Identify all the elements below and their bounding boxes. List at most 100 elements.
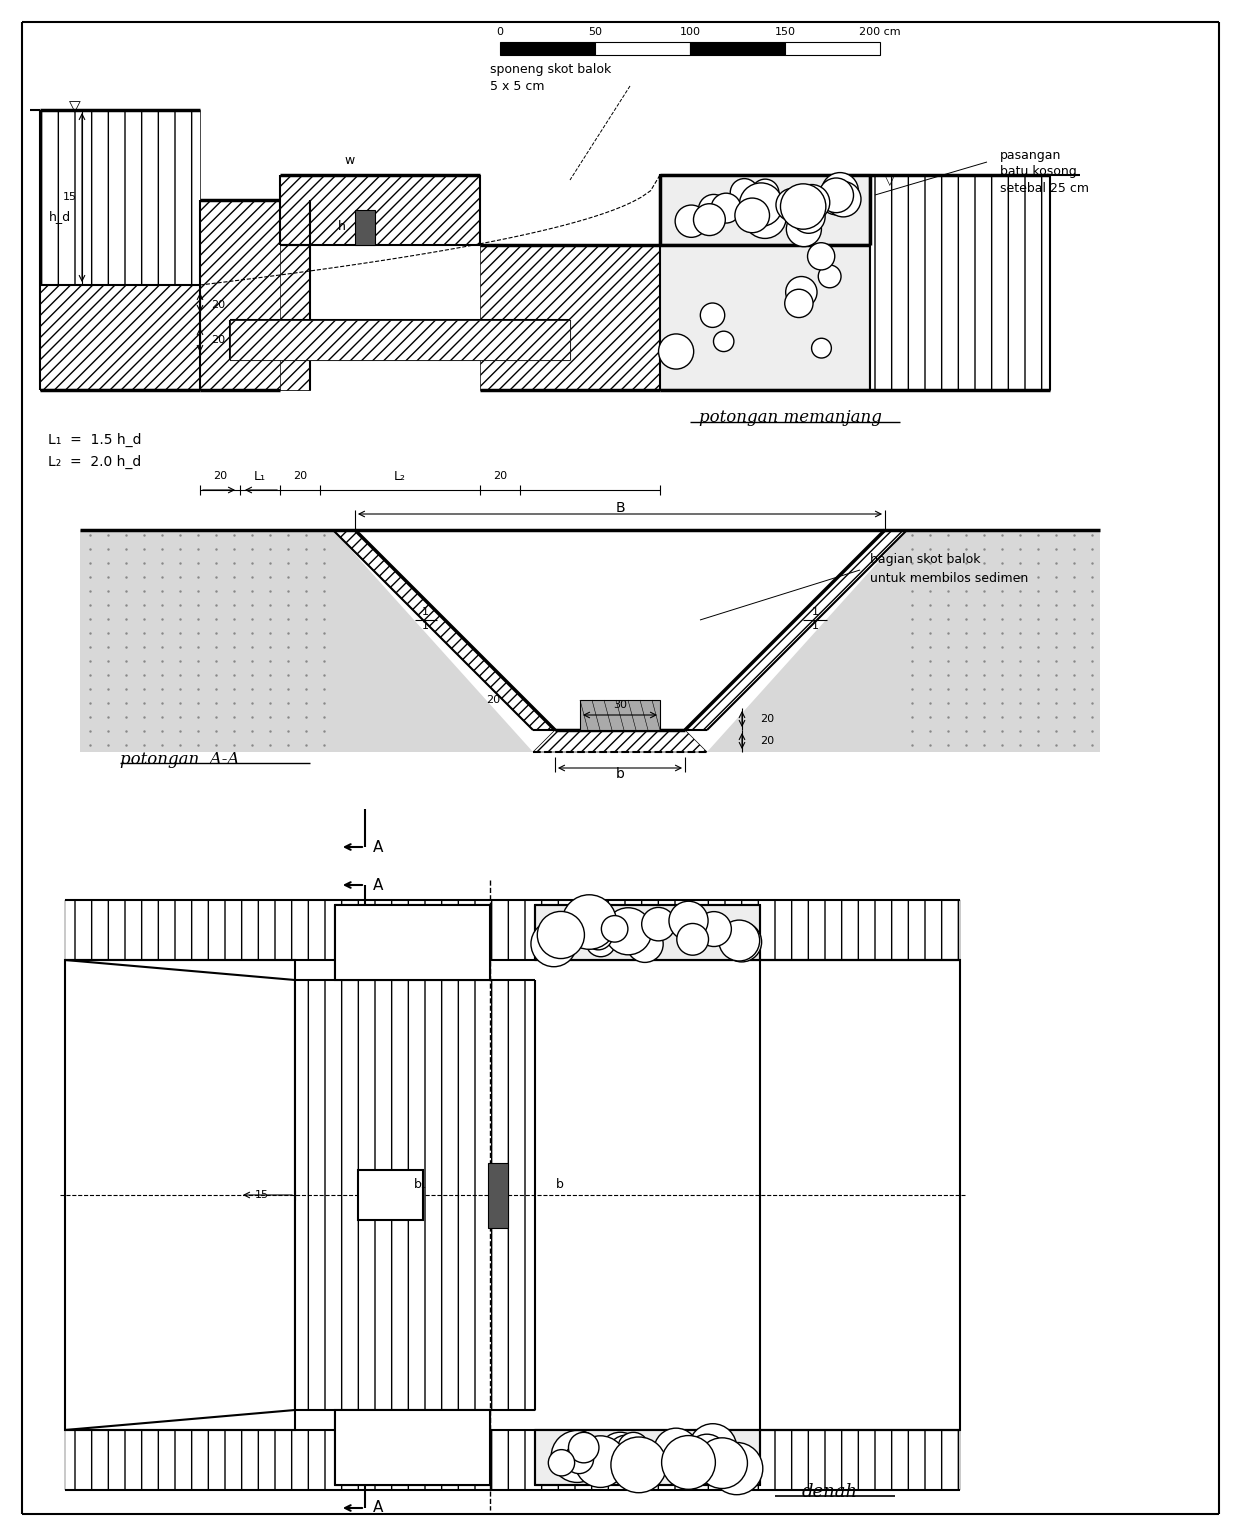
Circle shape (696, 911, 731, 946)
Circle shape (598, 1432, 642, 1476)
Bar (690, 41, 786, 55)
Text: batu kosong: batu kosong (1000, 166, 1077, 178)
Polygon shape (480, 246, 660, 390)
Circle shape (722, 922, 762, 962)
Bar (594, 41, 690, 55)
Text: ▽: ▽ (885, 174, 895, 186)
Text: 0: 0 (496, 28, 504, 37)
Polygon shape (65, 1430, 961, 1490)
Polygon shape (759, 960, 961, 1430)
Bar (786, 41, 880, 55)
Polygon shape (280, 246, 310, 390)
Circle shape (659, 333, 694, 369)
Text: 20: 20 (486, 694, 500, 705)
Circle shape (711, 1442, 763, 1495)
Text: denah: denah (802, 1482, 858, 1501)
Polygon shape (535, 905, 759, 960)
Circle shape (786, 276, 817, 307)
Circle shape (575, 1436, 627, 1487)
Circle shape (743, 197, 787, 238)
Circle shape (819, 178, 854, 212)
Circle shape (585, 922, 613, 949)
Circle shape (580, 912, 617, 949)
Circle shape (607, 1435, 647, 1476)
Polygon shape (660, 175, 870, 246)
Polygon shape (580, 700, 660, 730)
Circle shape (611, 1438, 666, 1493)
Polygon shape (40, 111, 200, 286)
Circle shape (825, 181, 861, 217)
Circle shape (669, 902, 709, 940)
Circle shape (699, 195, 728, 224)
Polygon shape (685, 530, 907, 730)
Circle shape (537, 911, 585, 958)
Text: 20: 20 (293, 472, 307, 481)
Text: w: w (345, 154, 355, 166)
Text: setebal 25 cm: setebal 25 cm (1000, 183, 1090, 195)
Text: 100: 100 (680, 28, 700, 37)
Circle shape (689, 1424, 737, 1471)
Polygon shape (79, 530, 532, 753)
Polygon shape (65, 960, 295, 1430)
Text: 200 cm: 200 cm (859, 28, 901, 37)
Text: 15: 15 (254, 1190, 269, 1200)
Circle shape (787, 212, 822, 247)
Circle shape (735, 198, 769, 232)
Circle shape (794, 184, 830, 221)
Circle shape (602, 915, 628, 942)
Text: 50: 50 (588, 28, 602, 37)
Text: L₁: L₁ (254, 470, 266, 482)
Circle shape (604, 908, 652, 955)
Text: h_d: h_d (48, 210, 71, 224)
Text: 20: 20 (493, 472, 508, 481)
Polygon shape (280, 175, 480, 246)
Text: 5 x 5 cm: 5 x 5 cm (490, 80, 545, 92)
Text: 30: 30 (613, 700, 627, 710)
Text: bagian skot balok: bagian skot balok (870, 553, 980, 567)
Polygon shape (65, 900, 961, 960)
Circle shape (730, 178, 758, 207)
Text: sponeng skot balok: sponeng skot balok (490, 63, 612, 77)
Polygon shape (870, 175, 1050, 390)
Circle shape (752, 180, 779, 207)
Circle shape (686, 1435, 727, 1475)
Circle shape (776, 189, 809, 221)
Text: 20: 20 (211, 335, 225, 346)
Circle shape (562, 895, 617, 949)
Text: 20: 20 (213, 472, 227, 481)
Text: A: A (372, 840, 383, 854)
Circle shape (740, 183, 783, 226)
Polygon shape (488, 1163, 508, 1227)
Circle shape (820, 183, 853, 215)
Circle shape (792, 200, 825, 233)
Circle shape (618, 1433, 649, 1464)
Circle shape (565, 1444, 593, 1473)
Circle shape (808, 243, 835, 270)
Text: 20: 20 (211, 300, 225, 310)
Circle shape (694, 204, 725, 235)
Polygon shape (335, 1410, 490, 1485)
Circle shape (551, 1430, 603, 1482)
Text: 1: 1 (422, 621, 428, 631)
Text: A: A (372, 1501, 383, 1516)
Circle shape (781, 184, 825, 229)
Polygon shape (40, 286, 200, 390)
Circle shape (586, 926, 616, 957)
Polygon shape (200, 200, 310, 390)
Text: 20: 20 (759, 736, 774, 746)
Circle shape (714, 332, 733, 352)
Text: 1: 1 (812, 621, 819, 631)
Text: b: b (556, 1178, 563, 1192)
Bar (500, 41, 594, 55)
Text: b: b (616, 766, 624, 780)
Polygon shape (357, 1170, 423, 1220)
Text: potongan memanjang: potongan memanjang (699, 410, 881, 427)
Circle shape (642, 908, 675, 942)
Circle shape (700, 303, 725, 327)
Polygon shape (230, 319, 570, 359)
Circle shape (812, 338, 831, 358)
Text: L₂  =  2.0 h_d: L₂ = 2.0 h_d (48, 455, 141, 468)
Circle shape (818, 266, 841, 287)
Circle shape (661, 1436, 715, 1490)
Text: ▽: ▽ (69, 100, 81, 115)
